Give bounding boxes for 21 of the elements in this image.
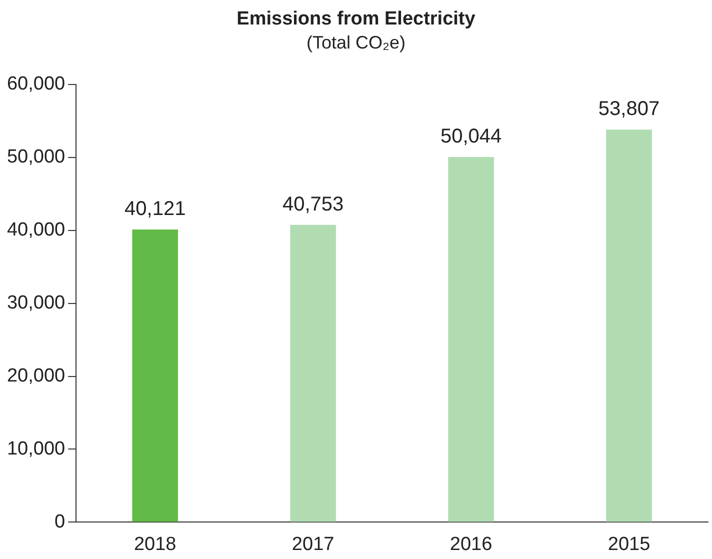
x-tick-label: 2018 <box>134 534 176 555</box>
chart-subtitle: (Total CO₂e) <box>306 32 406 53</box>
y-tick-label: 10,000 <box>6 438 66 460</box>
y-tick-label: 20,000 <box>6 366 66 386</box>
x-tick-label: 2016 <box>450 534 492 555</box>
bar <box>606 130 652 522</box>
y-tick-label: 50,000 <box>6 146 66 168</box>
x-tick-label: 2017 <box>292 534 334 555</box>
bar <box>132 229 178 522</box>
y-tick-label: 60,000 <box>6 74 66 95</box>
data-label: 40,121 <box>124 198 186 220</box>
data-label: 53,807 <box>598 98 660 120</box>
y-tick-label: 40,000 <box>6 220 66 241</box>
bar <box>290 224 336 522</box>
data-label: 40,753 <box>282 193 344 216</box>
data-label: 50,044 <box>440 126 502 148</box>
bar <box>448 157 494 522</box>
x-tick-label: 2015 <box>608 534 650 555</box>
y-tick-label: 30,000 <box>6 292 66 314</box>
chart-title: Emissions from Electricity <box>236 8 476 30</box>
y-tick-label: 0 <box>54 511 66 532</box>
